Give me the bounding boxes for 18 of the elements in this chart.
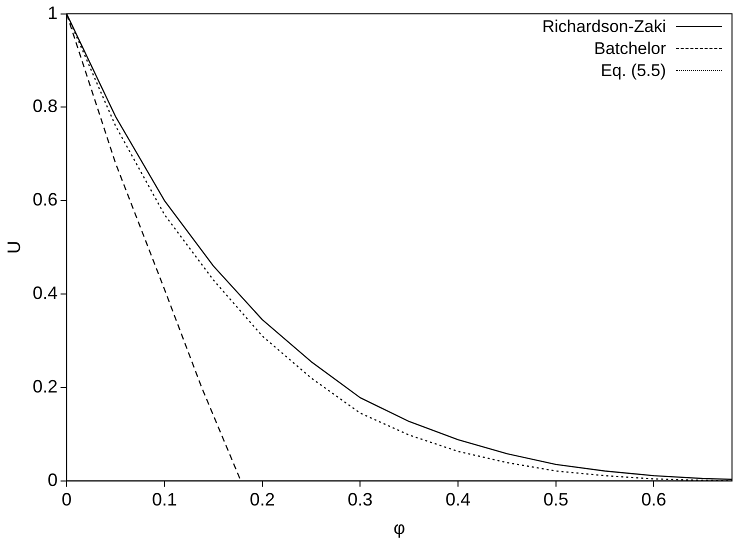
legend-label: Batchelor bbox=[594, 38, 666, 60]
x-tick-label: 0.2 bbox=[250, 490, 275, 510]
x-tick-label: 0.4 bbox=[446, 490, 471, 510]
y-tick-label: 1 bbox=[48, 2, 58, 23]
y-tick-label: 0.6 bbox=[32, 190, 58, 210]
y-axis-title: U bbox=[4, 240, 24, 254]
x-axis-title: φ bbox=[393, 518, 406, 538]
y-tick-label: 0 bbox=[48, 470, 58, 490]
x-tick-label: 0.5 bbox=[543, 490, 568, 510]
y-tick-label: 0.8 bbox=[32, 96, 58, 116]
x-tick-label: 0 bbox=[62, 490, 72, 510]
y-tick-label: 0.4 bbox=[32, 282, 58, 303]
y-tick-label: 0.2 bbox=[32, 376, 58, 396]
x-tick-label: 0.1 bbox=[152, 490, 177, 510]
legend-label: Richardson-Zaki bbox=[542, 16, 666, 38]
legend-label: Eq. (5.5) bbox=[600, 60, 666, 82]
x-tick-label: 0.3 bbox=[348, 490, 373, 510]
x-tick-label: 0.6 bbox=[641, 490, 666, 510]
